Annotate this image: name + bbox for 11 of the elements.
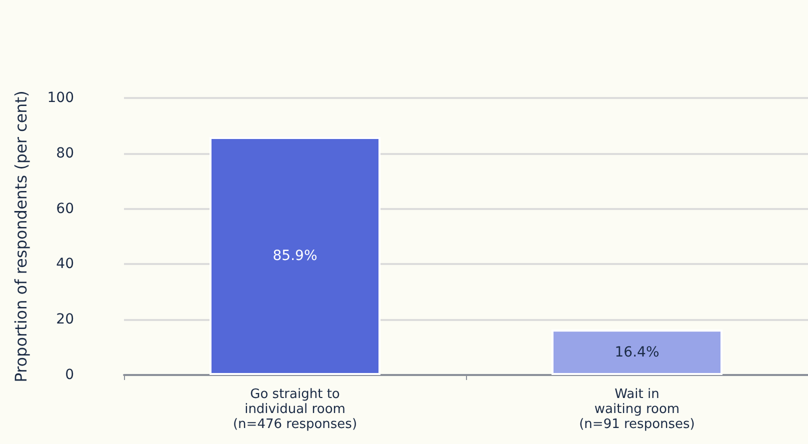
x-tick-label: Wait in waiting room (n=91 responses)	[579, 387, 695, 432]
data-label: 85.9%	[272, 248, 318, 264]
y-axis-title: Proportion of respondents (per cent)	[12, 90, 30, 382]
y-tick-label: 100	[47, 90, 74, 106]
y-tick-label: 20	[56, 312, 74, 328]
x-tick-label: Go straight to individual room (n=476 responses)	[232, 387, 358, 432]
y-tick-label: 60	[56, 200, 74, 217]
y-tick-label: 0	[65, 367, 74, 383]
y-tick-label: 40	[56, 256, 74, 272]
data-label: 16.4%	[614, 344, 660, 360]
y-tick-label: 80	[56, 145, 74, 162]
